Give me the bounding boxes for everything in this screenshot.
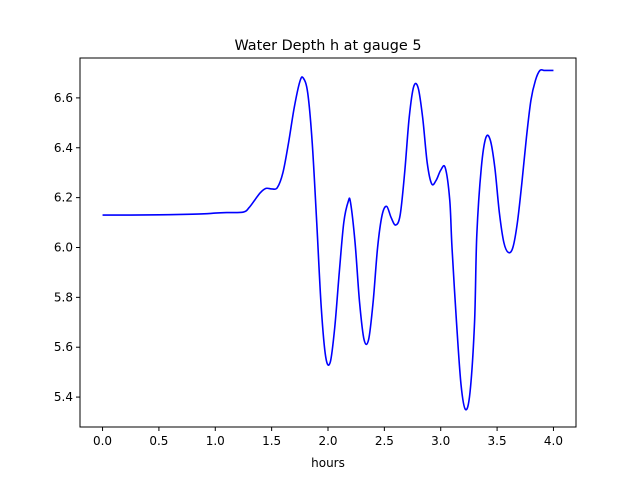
x-tick-label: 1.5 bbox=[262, 434, 281, 448]
x-tick-label: 3.5 bbox=[488, 434, 507, 448]
y-tick-label: 5.6 bbox=[54, 340, 73, 354]
x-tick-label: 2.5 bbox=[375, 434, 394, 448]
chart-title: Water Depth h at gauge 5 bbox=[234, 38, 421, 54]
y-tick-label: 5.4 bbox=[54, 390, 73, 404]
x-tick-label: 4.0 bbox=[544, 434, 563, 448]
y-tick-label: 6.0 bbox=[54, 240, 73, 254]
x-tick-label: 2.0 bbox=[318, 434, 337, 448]
y-tick-label: 6.6 bbox=[54, 91, 73, 105]
x-tick-label: 1.0 bbox=[206, 434, 225, 448]
y-tick-label: 6.4 bbox=[54, 141, 73, 155]
x-tick-label: 0.0 bbox=[93, 434, 112, 448]
x-tick-label: 0.5 bbox=[149, 434, 168, 448]
y-tick-label: 6.2 bbox=[54, 191, 73, 205]
x-tick-label: 3.0 bbox=[431, 434, 450, 448]
y-tick-label: 5.8 bbox=[54, 290, 73, 304]
x-axis-label: hours bbox=[311, 456, 345, 470]
